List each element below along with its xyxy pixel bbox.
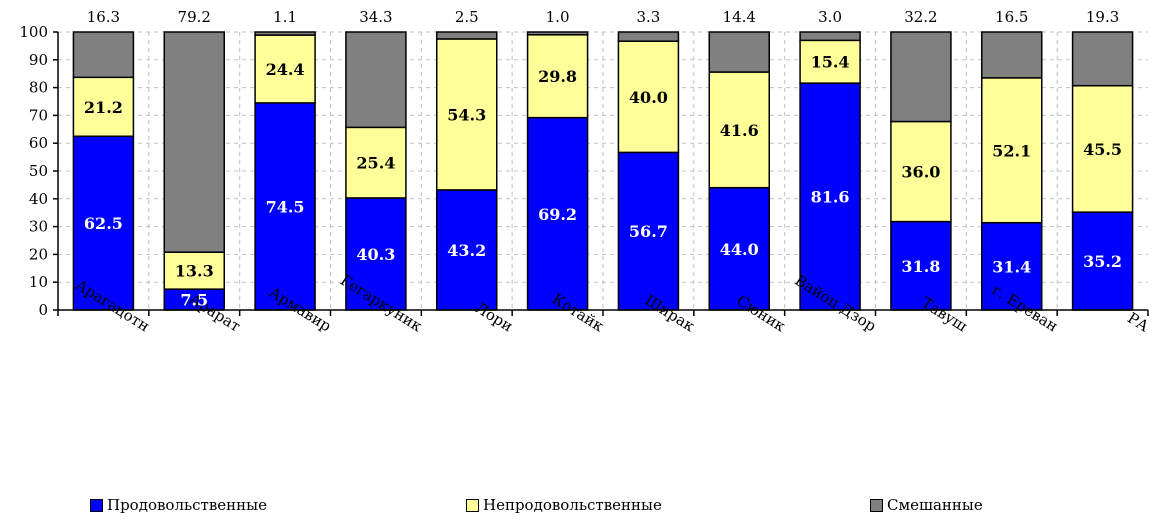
data-label-3-1: 16.3 — [87, 8, 120, 26]
data-label-3-6: 1.0 — [546, 8, 570, 26]
bar-segment-2-7 — [617, 40, 680, 154]
data-label-3-8: 14.4 — [723, 8, 756, 26]
data-label-1-8: 44.0 — [720, 240, 759, 259]
data-label-1-1: 62.5 — [84, 214, 123, 233]
data-label-3-9: 3.0 — [818, 8, 842, 26]
y-tick-label: 40 — [29, 190, 48, 208]
data-label-2-3: 24.4 — [266, 60, 305, 79]
chart-legend: Продовольственные Непродовольственные Смеш… — [0, 496, 1152, 518]
y-tick-label: 80 — [29, 79, 48, 97]
legend-item-1: Продовольственные — [90, 496, 267, 514]
y-tick-label: 30 — [29, 218, 48, 236]
bar-segment-3-10 — [890, 31, 952, 123]
legend-swatch — [870, 498, 883, 512]
legend-item-3: Смешанные — [870, 496, 983, 514]
data-label-1-2: 7.5 — [180, 291, 208, 310]
bar-segment-1-6 — [526, 116, 589, 311]
bar-segment-3-3 — [254, 31, 316, 36]
data-label-3-3: 1.1 — [273, 8, 297, 26]
data-label-1-3: 74.5 — [266, 197, 305, 216]
y-tick-label: 50 — [29, 162, 48, 180]
legend-label: Непродовольственные — [483, 496, 662, 514]
bar-segment-3-2 — [163, 31, 225, 253]
bar-segment-2-9 — [799, 39, 861, 84]
bar-segment-1-11 — [981, 221, 1043, 311]
bar-segment-1-9 — [799, 82, 861, 311]
bar-segment-2-6 — [526, 34, 589, 119]
data-label-3-12: 19.3 — [1086, 8, 1119, 26]
legend-swatch — [90, 498, 103, 512]
legend-swatch — [466, 498, 479, 512]
data-label-2-5: 54.3 — [447, 105, 486, 124]
data-label-2-9: 15.4 — [811, 53, 850, 72]
legend-item-2: Непродовольственные — [466, 496, 662, 514]
data-label-2-2: 13.3 — [175, 262, 214, 281]
data-label-2-6: 29.8 — [538, 67, 577, 86]
legend-label: Продовольственные — [107, 496, 267, 514]
legend-label: Смешанные — [887, 496, 983, 514]
data-label-3-4: 34.3 — [359, 8, 392, 26]
bar-segment-1-4 — [345, 197, 407, 311]
data-label-3-7: 3.3 — [636, 8, 660, 26]
data-label-1-4: 40.3 — [356, 245, 395, 264]
data-label-1-9: 81.6 — [811, 188, 850, 207]
y-tick-label: 0 — [38, 301, 48, 319]
data-label-1-5: 43.2 — [447, 241, 486, 260]
data-label-3-11: 16.5 — [995, 8, 1028, 26]
bar-segment-3-8 — [708, 31, 770, 73]
y-tick-label: 20 — [29, 245, 48, 263]
y-tick-label: 10 — [29, 273, 48, 291]
data-label-3-5: 2.5 — [455, 8, 479, 26]
bar-segment-2-5 — [436, 38, 498, 191]
bar-segment-1-3 — [254, 102, 316, 311]
data-label-2-4: 25.4 — [356, 154, 395, 173]
y-tick-label: 60 — [29, 134, 48, 152]
bar-segment-3-11 — [981, 31, 1043, 79]
data-label-2-11: 52.1 — [992, 141, 1031, 160]
bar-segment-3-1 — [72, 31, 135, 79]
data-label-2-12: 45.5 — [1083, 140, 1122, 159]
data-label-1-6: 69.2 — [538, 205, 577, 224]
data-label-1-10: 31.8 — [901, 257, 940, 276]
data-label-2-10: 36.0 — [901, 163, 940, 182]
y-tick-label: 70 — [29, 106, 48, 124]
data-label-1-7: 56.7 — [629, 222, 668, 241]
bar-segment-1-12 — [1071, 211, 1134, 311]
bar-segment-3-12 — [1071, 31, 1134, 87]
bar-segment-2-4 — [345, 126, 407, 199]
bar-segment-2-2 — [163, 251, 225, 290]
bar-segment-3-9 — [799, 31, 861, 42]
bar-segment-3-5 — [436, 31, 498, 40]
data-label-1-11: 31.4 — [992, 257, 1031, 276]
data-label-3-10: 32.2 — [904, 8, 937, 26]
data-label-2-8: 41.6 — [720, 121, 759, 140]
y-tick-label: 90 — [29, 51, 48, 69]
data-label-2-1: 21.2 — [84, 98, 123, 117]
bar-segment-2-12 — [1071, 84, 1134, 213]
bar-segment-3-6 — [526, 31, 589, 36]
data-label-1-12: 35.2 — [1083, 252, 1122, 271]
data-label-2-7: 40.0 — [629, 88, 668, 107]
bar-segment-3-4 — [345, 31, 407, 129]
bar-segment-1-7 — [617, 151, 680, 311]
data-label-3-2: 79.2 — [178, 8, 211, 26]
bar-segment-3-7 — [617, 31, 680, 42]
bar-segment-2-1 — [72, 76, 135, 138]
bar-segment-2-3 — [254, 34, 316, 104]
y-tick-label: 100 — [19, 23, 48, 41]
